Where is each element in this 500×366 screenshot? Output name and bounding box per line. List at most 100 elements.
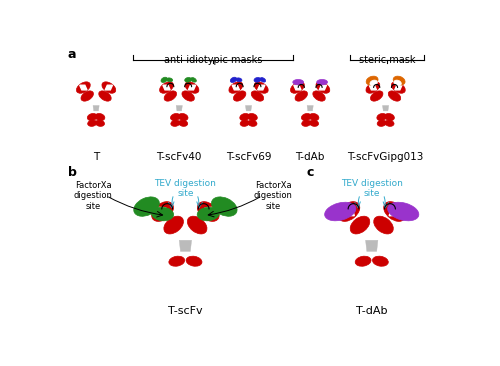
Ellipse shape bbox=[88, 113, 97, 121]
Ellipse shape bbox=[366, 76, 378, 85]
Ellipse shape bbox=[178, 120, 188, 126]
Ellipse shape bbox=[88, 120, 97, 126]
Text: T-scFvGipg013: T-scFvGipg013 bbox=[348, 152, 424, 162]
Ellipse shape bbox=[230, 77, 236, 82]
Polygon shape bbox=[370, 85, 376, 90]
Text: a: a bbox=[68, 48, 76, 61]
Ellipse shape bbox=[184, 78, 192, 82]
Ellipse shape bbox=[240, 113, 250, 121]
Ellipse shape bbox=[81, 91, 94, 101]
Text: FactorXa
digestion
site: FactorXa digestion site bbox=[254, 181, 292, 211]
Ellipse shape bbox=[248, 120, 257, 126]
Text: TEV digestion
site: TEV digestion site bbox=[154, 179, 216, 198]
Ellipse shape bbox=[313, 91, 326, 101]
Text: T-scFv: T-scFv bbox=[168, 306, 202, 316]
Polygon shape bbox=[294, 85, 301, 90]
Ellipse shape bbox=[316, 79, 328, 85]
Ellipse shape bbox=[374, 216, 394, 234]
Polygon shape bbox=[163, 85, 170, 90]
Text: T-dAb: T-dAb bbox=[296, 152, 325, 162]
Polygon shape bbox=[203, 207, 213, 216]
Ellipse shape bbox=[160, 82, 173, 93]
Ellipse shape bbox=[254, 82, 268, 93]
Polygon shape bbox=[389, 207, 400, 216]
Ellipse shape bbox=[393, 76, 405, 85]
Polygon shape bbox=[246, 105, 252, 111]
Text: anti-idiotypic masks: anti-idiotypic masks bbox=[164, 55, 262, 65]
Ellipse shape bbox=[152, 207, 174, 221]
Ellipse shape bbox=[248, 113, 258, 121]
Ellipse shape bbox=[388, 91, 400, 101]
Ellipse shape bbox=[186, 256, 202, 266]
Ellipse shape bbox=[240, 120, 250, 126]
Ellipse shape bbox=[316, 82, 330, 93]
Ellipse shape bbox=[134, 197, 160, 216]
Ellipse shape bbox=[260, 78, 266, 82]
Ellipse shape bbox=[229, 82, 242, 93]
Polygon shape bbox=[320, 85, 326, 90]
Ellipse shape bbox=[164, 216, 184, 234]
Polygon shape bbox=[80, 85, 87, 90]
Polygon shape bbox=[179, 240, 192, 251]
Ellipse shape bbox=[185, 82, 199, 93]
Ellipse shape bbox=[309, 113, 319, 121]
Ellipse shape bbox=[377, 113, 386, 121]
Ellipse shape bbox=[164, 91, 176, 101]
Ellipse shape bbox=[166, 78, 172, 82]
Ellipse shape bbox=[236, 78, 242, 82]
Ellipse shape bbox=[295, 91, 308, 101]
Polygon shape bbox=[344, 207, 354, 216]
Polygon shape bbox=[258, 85, 265, 90]
Ellipse shape bbox=[310, 120, 318, 126]
Ellipse shape bbox=[234, 91, 246, 101]
Ellipse shape bbox=[76, 82, 90, 93]
Ellipse shape bbox=[188, 216, 207, 234]
Ellipse shape bbox=[290, 82, 304, 93]
Ellipse shape bbox=[355, 256, 371, 266]
Polygon shape bbox=[157, 207, 168, 216]
Ellipse shape bbox=[190, 78, 196, 82]
Polygon shape bbox=[394, 85, 402, 90]
Polygon shape bbox=[176, 105, 182, 111]
Ellipse shape bbox=[198, 202, 219, 221]
Ellipse shape bbox=[384, 113, 394, 121]
Ellipse shape bbox=[370, 91, 383, 101]
Ellipse shape bbox=[366, 82, 380, 93]
Ellipse shape bbox=[384, 202, 406, 221]
Ellipse shape bbox=[377, 120, 386, 126]
Ellipse shape bbox=[95, 113, 105, 121]
Ellipse shape bbox=[388, 202, 419, 221]
Ellipse shape bbox=[254, 78, 261, 82]
Text: b: b bbox=[68, 165, 76, 179]
Ellipse shape bbox=[170, 113, 180, 121]
Text: T-scFv40: T-scFv40 bbox=[156, 152, 202, 162]
Ellipse shape bbox=[372, 256, 388, 266]
Ellipse shape bbox=[169, 256, 184, 266]
Polygon shape bbox=[93, 105, 99, 111]
Text: c: c bbox=[306, 165, 314, 179]
Ellipse shape bbox=[171, 120, 180, 126]
Ellipse shape bbox=[161, 77, 168, 82]
Ellipse shape bbox=[212, 197, 237, 216]
Ellipse shape bbox=[394, 80, 402, 86]
Polygon shape bbox=[366, 240, 378, 251]
Text: TEV digestion
site: TEV digestion site bbox=[341, 179, 402, 198]
Ellipse shape bbox=[392, 82, 406, 93]
Polygon shape bbox=[232, 85, 239, 90]
Polygon shape bbox=[188, 85, 196, 90]
Ellipse shape bbox=[178, 113, 188, 121]
Ellipse shape bbox=[152, 202, 174, 221]
Ellipse shape bbox=[98, 91, 111, 101]
Ellipse shape bbox=[338, 202, 360, 221]
Ellipse shape bbox=[324, 202, 356, 221]
Text: steric mask: steric mask bbox=[359, 55, 416, 65]
Ellipse shape bbox=[182, 91, 194, 101]
Text: T-dAb: T-dAb bbox=[356, 306, 388, 316]
Ellipse shape bbox=[385, 120, 394, 126]
Ellipse shape bbox=[293, 79, 304, 85]
Polygon shape bbox=[307, 105, 313, 111]
Ellipse shape bbox=[96, 120, 104, 126]
Ellipse shape bbox=[350, 216, 370, 234]
Ellipse shape bbox=[197, 207, 220, 221]
Ellipse shape bbox=[102, 82, 116, 93]
